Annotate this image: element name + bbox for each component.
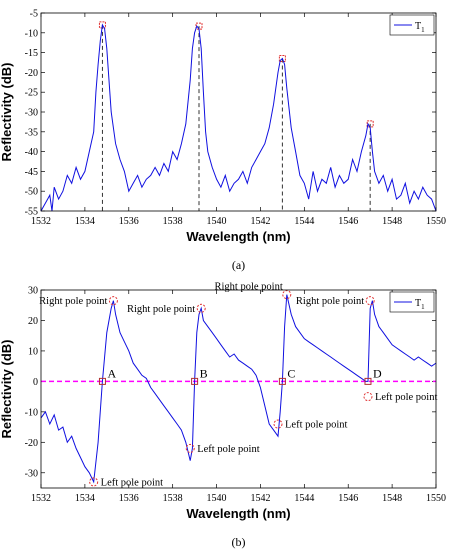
zero-crossing-label: D [373, 366, 382, 380]
zero-crossing-label: B [200, 366, 208, 380]
zero-crossing-marker [364, 377, 372, 385]
x-tick-label: 1538 [163, 216, 183, 227]
y-tick-label: -20 [25, 68, 38, 79]
x-tick-label: 1546 [338, 216, 358, 227]
x-tick-label: 1550 [426, 493, 446, 504]
y-axis-label-b: Reflectivity (dB) [0, 340, 14, 439]
pole-marker [185, 443, 195, 453]
pole-marker [273, 419, 283, 429]
pole-annotation-label: Right pole point [39, 296, 107, 307]
pole-annotation-label: Left pole point [285, 420, 347, 431]
y-tick-label: -55 [25, 207, 38, 218]
x-tick-label: 1540 [207, 216, 227, 227]
y-tick-label: -30 [25, 468, 38, 479]
peak-marker [278, 55, 286, 63]
pole-annotation-label: Left pole point [197, 444, 259, 455]
y-tick-label: 0 [33, 377, 38, 388]
pole-marker [365, 296, 375, 306]
zero-crossing-label: A [107, 366, 116, 380]
series-line-a [40, 23, 437, 212]
y-tick-label: -30 [25, 108, 38, 119]
y-tick-label: -15 [25, 48, 38, 59]
x-tick-label: 1544 [294, 216, 314, 227]
zero-crossing-marker [191, 377, 199, 385]
y-tick-label: -45 [25, 167, 38, 178]
series-line-b [40, 294, 437, 484]
y-tick-label: 10 [28, 346, 38, 357]
chart-panel-a: 1532 1534 1536 1538 1540 1542 1544 1546 1548 1550… [0, 9, 446, 273]
legend-label-subscript: 1 [421, 303, 425, 311]
x-tick-label: 1534 [75, 216, 95, 227]
legend-label: T1 [415, 298, 425, 311]
panel-caption-a: (a) [232, 258, 245, 272]
x-tick-label: 1546 [338, 493, 358, 504]
pole-marker [363, 392, 373, 402]
pole-annotation-label: Left pole point [101, 477, 163, 488]
pole-annotation-label: Right pole point [296, 296, 364, 307]
legend-label: T1 [415, 21, 425, 34]
y-tick-label: -35 [25, 127, 38, 138]
y-axis-label-a: Reflectivity (dB) [0, 63, 14, 162]
x-tick-label: 1542 [250, 493, 270, 504]
tick-labels-b: 1532 1534 1536 1538 1540 1542 1544 1546 1548 1550… [25, 286, 446, 505]
plot-frame-b [40, 289, 437, 489]
x-tick-label: 1536 [119, 216, 139, 227]
zero-crossing-label: C [287, 366, 295, 380]
legend-label-main: T [415, 298, 421, 309]
legend-a: T1 [389, 14, 435, 36]
pole-annotation-label: Right pole point [127, 304, 195, 315]
y-tick-label: 30 [28, 286, 38, 297]
axis-ticks-a [40, 12, 437, 212]
x-tick-label: 1534 [75, 493, 95, 504]
x-tick-label: 1550 [426, 216, 446, 227]
y-tick-label: -20 [25, 438, 38, 449]
x-axis-label-b: Wavelength (nm) [186, 506, 290, 521]
x-tick-label: 1532 [31, 493, 51, 504]
pole-annotations: Right pole point Right pole point Right po… [39, 282, 437, 489]
plot-frame-a [40, 12, 437, 212]
y-tick-label: -10 [25, 28, 38, 39]
x-tick-label: 1532 [31, 216, 51, 227]
y-tick-label: -40 [25, 147, 38, 158]
y-tick-label: -10 [25, 407, 38, 418]
legend-b: T1 [389, 291, 435, 313]
zero-crossing-markers: A B C D [98, 366, 382, 385]
y-tick-label: 20 [28, 316, 38, 327]
panel-caption-b: (b) [232, 535, 246, 549]
x-tick-label: 1540 [207, 493, 227, 504]
pole-marker [89, 477, 99, 487]
zero-crossing-marker [98, 377, 106, 385]
pole-annotation-label: Right pole point [215, 282, 283, 293]
y-tick-label: -5 [30, 9, 38, 20]
x-tick-label: 1542 [250, 216, 270, 227]
x-axis-label-a: Wavelength (nm) [186, 229, 290, 244]
pole-marker [108, 296, 118, 306]
tick-labels-a: 1532 1534 1536 1538 1540 1542 1544 1546 1548 1550… [25, 9, 446, 228]
legend-label-subscript: 1 [421, 26, 425, 34]
x-tick-label: 1536 [119, 493, 139, 504]
legend-label-main: T [415, 21, 421, 32]
x-tick-label: 1548 [382, 216, 402, 227]
x-tick-label: 1544 [294, 493, 314, 504]
pole-marker [196, 303, 206, 313]
x-tick-label: 1538 [163, 493, 183, 504]
y-tick-label: -50 [25, 187, 38, 198]
x-tick-label: 1548 [382, 493, 402, 504]
pole-marker [282, 290, 292, 300]
pole-annotation-label: Left pole point [375, 392, 437, 403]
y-tick-label: -25 [25, 88, 38, 99]
zero-crossing-marker [278, 377, 286, 385]
